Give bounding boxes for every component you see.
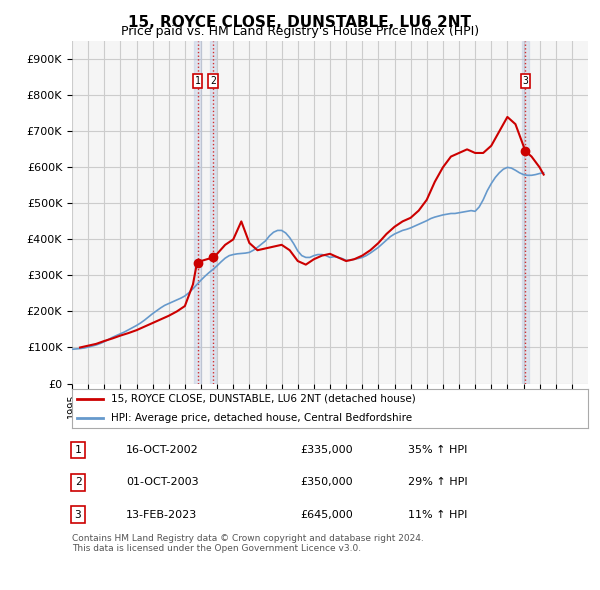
Text: Price paid vs. HM Land Registry's House Price Index (HPI): Price paid vs. HM Land Registry's House …	[121, 25, 479, 38]
Text: 3: 3	[523, 76, 529, 86]
Text: 01-OCT-2003: 01-OCT-2003	[126, 477, 199, 487]
Text: HPI: Average price, detached house, Central Bedfordshire: HPI: Average price, detached house, Cent…	[110, 413, 412, 423]
Text: £335,000: £335,000	[300, 445, 353, 455]
Text: 35% ↑ HPI: 35% ↑ HPI	[408, 445, 467, 455]
Bar	[522, 41, 529, 384]
Text: 2: 2	[74, 477, 82, 487]
Text: 13-FEB-2023: 13-FEB-2023	[126, 510, 197, 520]
Text: 15, ROYCE CLOSE, DUNSTABLE, LU6 2NT: 15, ROYCE CLOSE, DUNSTABLE, LU6 2NT	[128, 15, 472, 30]
Text: 11% ↑ HPI: 11% ↑ HPI	[408, 510, 467, 520]
Text: £350,000: £350,000	[300, 477, 353, 487]
Text: 2: 2	[210, 76, 216, 86]
Text: 16-OCT-2002: 16-OCT-2002	[126, 445, 199, 455]
Text: 1: 1	[74, 445, 82, 455]
Bar	[210, 41, 217, 384]
Text: £645,000: £645,000	[300, 510, 353, 520]
Bar	[194, 41, 201, 384]
Text: 1: 1	[194, 76, 200, 86]
Text: 29% ↑ HPI: 29% ↑ HPI	[408, 477, 467, 487]
Text: 15, ROYCE CLOSE, DUNSTABLE, LU6 2NT (detached house): 15, ROYCE CLOSE, DUNSTABLE, LU6 2NT (det…	[110, 394, 415, 404]
Text: 3: 3	[74, 510, 82, 520]
Text: Contains HM Land Registry data © Crown copyright and database right 2024.
This d: Contains HM Land Registry data © Crown c…	[72, 534, 424, 553]
